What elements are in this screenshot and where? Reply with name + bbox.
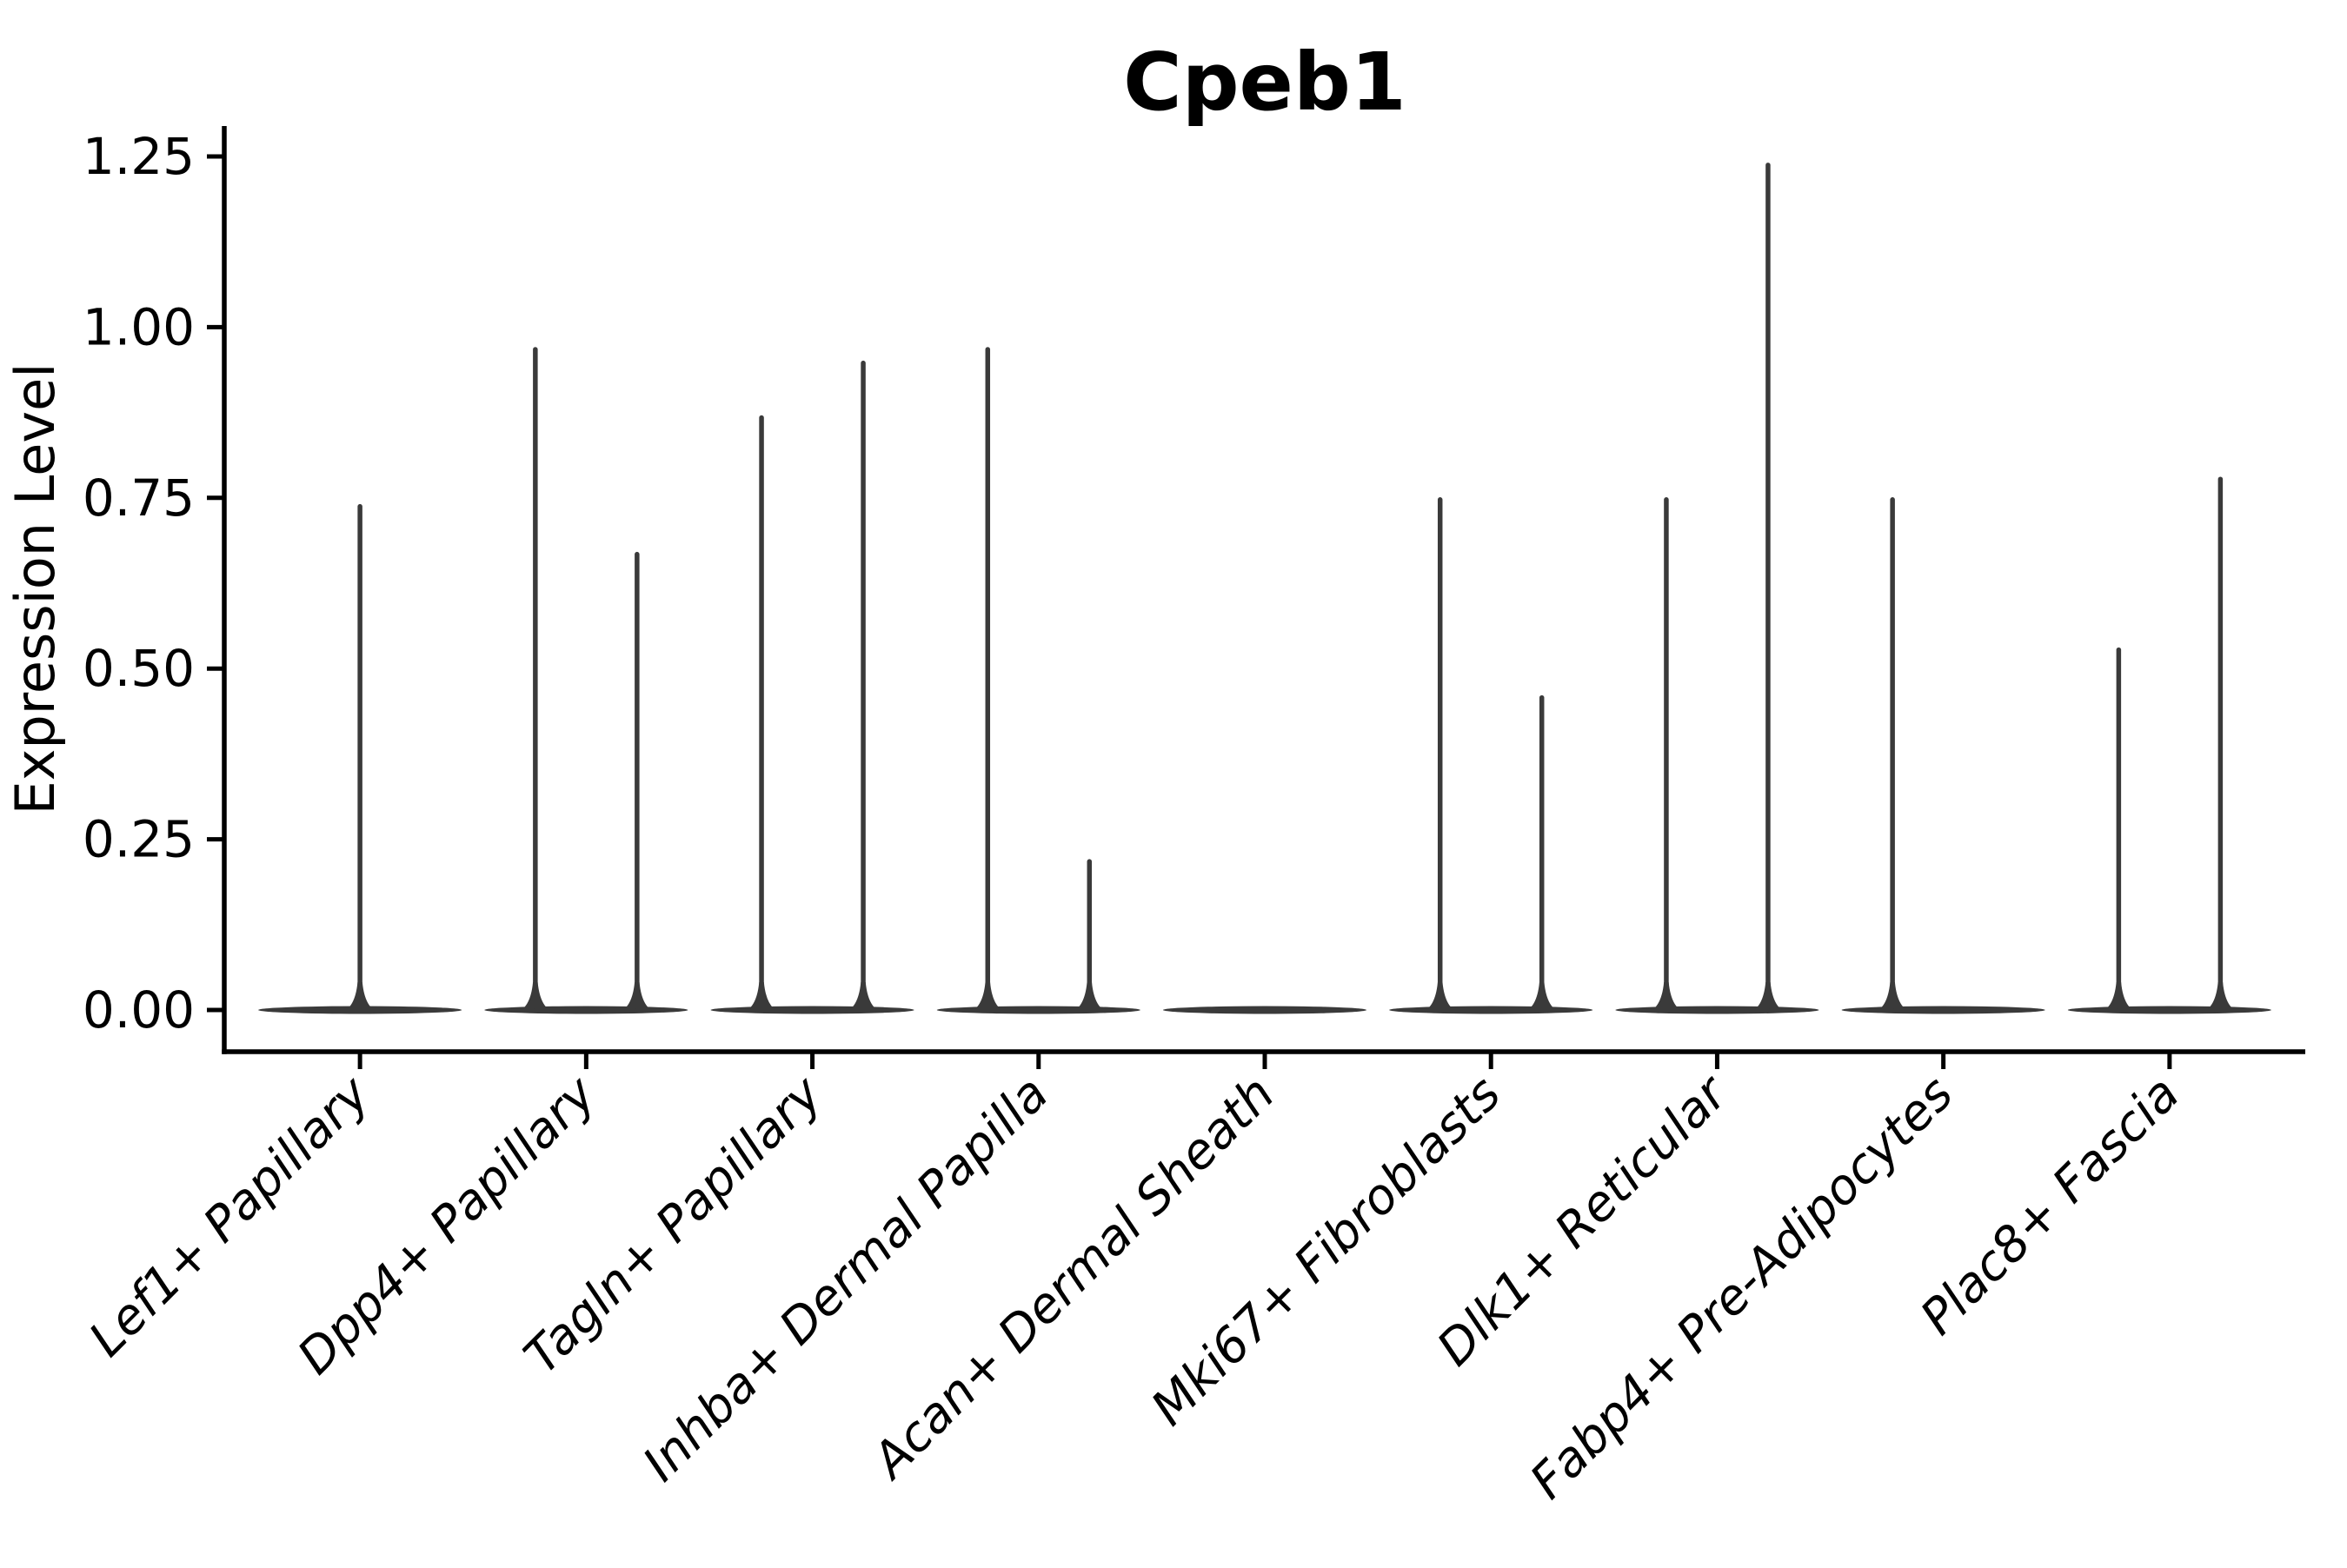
violin-2 [710, 360, 914, 1014]
violin-body-8 [2067, 1006, 2271, 1014]
x-tick-label-4: Acan+ Dermal Sheath [861, 1066, 1286, 1491]
y-tick-label-0: 0.00 [83, 980, 195, 1040]
violin-5 [1389, 497, 1593, 1014]
violin-3 [936, 347, 1140, 1014]
violin-body-3 [936, 1006, 1140, 1014]
chart-title: Cpeb1 [1123, 36, 1406, 129]
violin-4 [1163, 1006, 1366, 1014]
violin-body-2 [710, 1006, 914, 1014]
y-tick-label-5: 1.25 [83, 127, 195, 186]
y-tick-label-4: 1.00 [83, 297, 195, 356]
violin-body-7 [1841, 1006, 2045, 1014]
violin-0 [258, 503, 462, 1014]
y-tick-label-3: 0.75 [83, 468, 195, 528]
y-tick-label-2: 0.50 [83, 639, 195, 698]
violin-6 [1615, 163, 1819, 1014]
violin-8 [2067, 476, 2271, 1014]
y-axis-label: Expression Level [3, 363, 67, 815]
x-tick-label-7: Fabp4+ Pre-Adipocytes [1519, 1066, 1964, 1510]
violin-1 [484, 347, 688, 1014]
violin-body-6 [1615, 1006, 1819, 1014]
x-tick-label-3: Inhba+ Dermal Papilla [633, 1066, 1060, 1492]
violin-body-5 [1389, 1006, 1593, 1014]
violin-body-4 [1163, 1006, 1366, 1014]
violin-7 [1841, 497, 2045, 1014]
violin-body-1 [484, 1006, 688, 1014]
y-tick-label-1: 0.25 [83, 810, 195, 869]
